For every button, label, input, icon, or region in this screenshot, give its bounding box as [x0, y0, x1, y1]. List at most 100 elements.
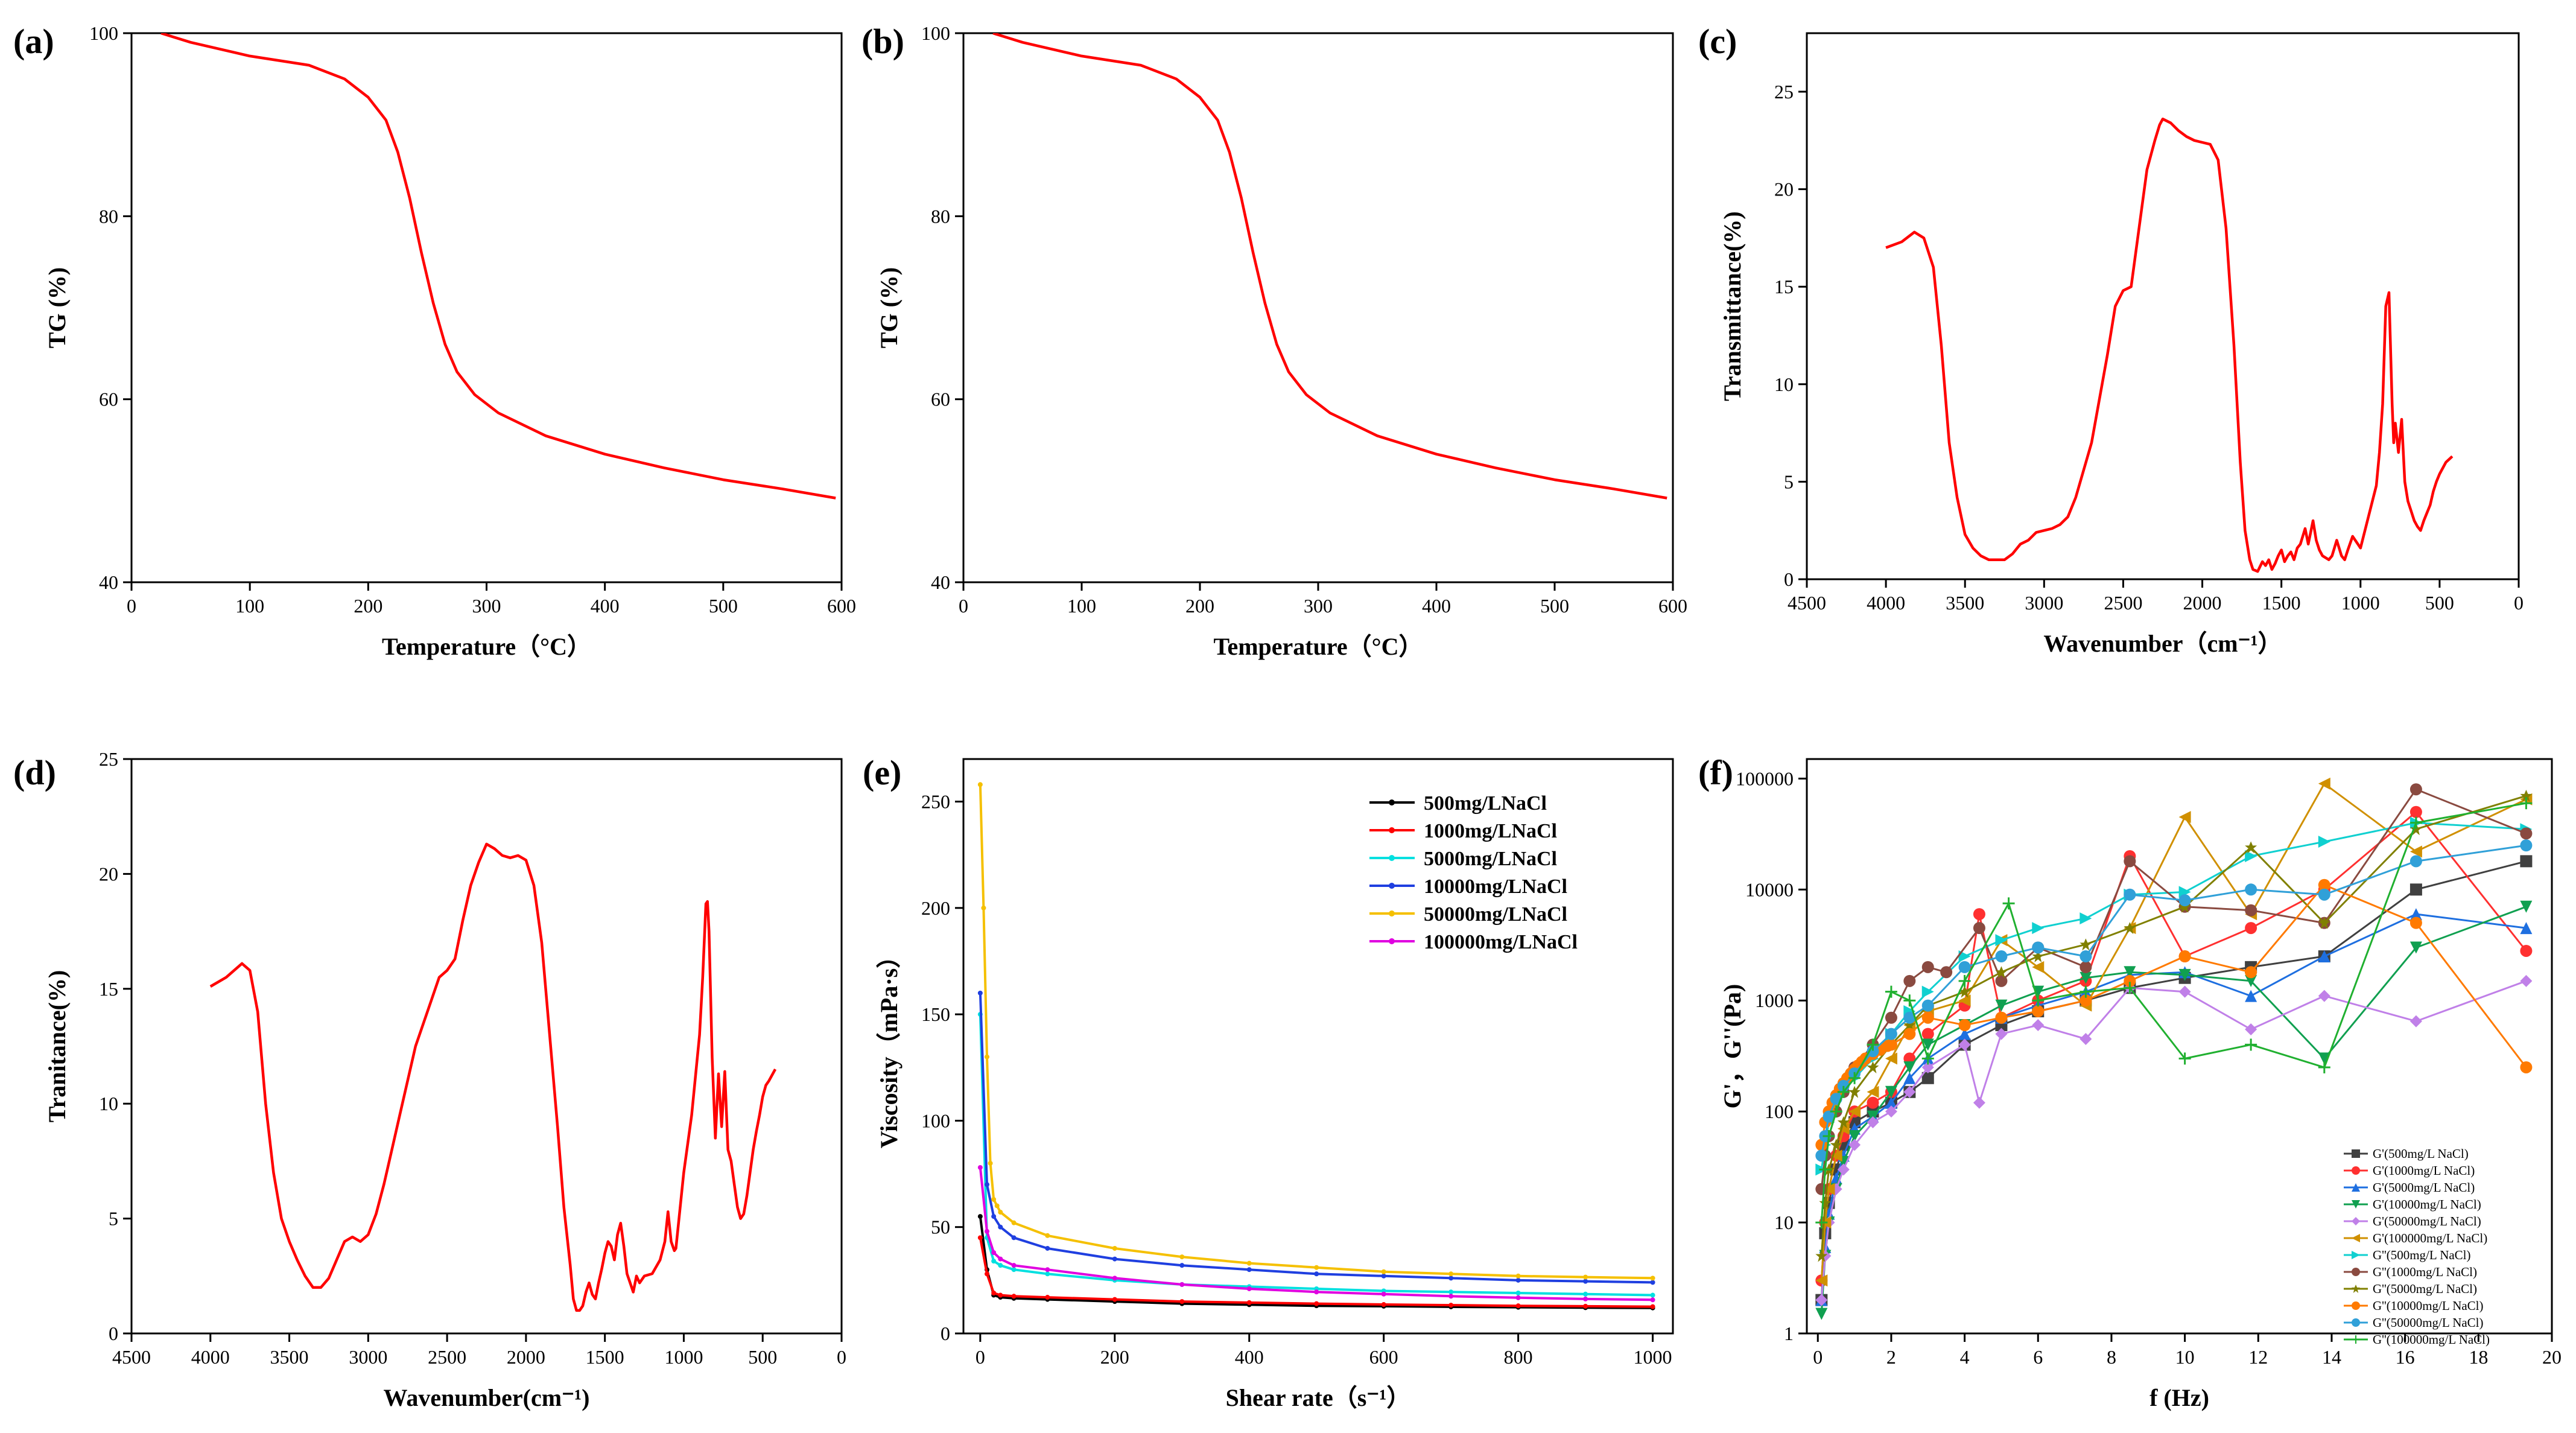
y-tick-label: 60 [99, 389, 118, 410]
data-point [985, 1271, 990, 1277]
data-point [2352, 1285, 2360, 1293]
legend-label: G''(5000mg/L NaCl) [2373, 1282, 2477, 1296]
x-tick-label: 1000 [664, 1346, 703, 1368]
legend-label: 100000mg/LNaCl [1424, 931, 1578, 953]
data-point [1848, 1085, 1861, 1098]
data-point [977, 990, 983, 996]
legend-label: G'(50000mg/L NaCl) [2373, 1214, 2481, 1228]
data-point [1583, 1291, 1588, 1297]
data-point [1995, 1011, 2008, 1024]
data-point [1867, 1096, 1879, 1109]
data-point [1973, 1096, 1985, 1109]
data-point [2409, 805, 2422, 818]
data-point [1995, 974, 2008, 987]
data-point [1885, 1096, 1897, 1109]
y-tick-label: 10 [99, 1093, 118, 1114]
data-point [1011, 1294, 1017, 1299]
legend-label: G''(1000mg/L NaCl) [2373, 1265, 2477, 1279]
data-point [2080, 961, 2092, 973]
data-point [1885, 985, 1897, 998]
plot-area [1885, 117, 2454, 573]
data-point [2178, 985, 2191, 998]
y-tick-label: 80 [99, 205, 118, 227]
data-point [1830, 1149, 1842, 1162]
data-point [1448, 1303, 1454, 1308]
x-axis-label: Temperature（°C） [1213, 633, 1423, 660]
data-point [1837, 1085, 1850, 1098]
panel-f: 0 2 4 6 8 10 12 14 16 18 20 1 10 100 1000 10000 100000 f … [1698, 753, 2562, 1411]
x-tick-label: 12 [2248, 1346, 2268, 1368]
data-point [2124, 855, 2136, 868]
data-point [1921, 1038, 1934, 1051]
data-point [1837, 1163, 1850, 1176]
data-point [1958, 950, 1971, 963]
y-tick-label: 100 [1765, 1101, 1794, 1122]
data-point [1995, 1028, 2008, 1040]
data-point [2520, 789, 2533, 802]
data-point [977, 1235, 983, 1241]
data-point [1179, 1299, 1185, 1304]
plot-frame [130, 758, 843, 1335]
x-tick-label: 100 [235, 595, 264, 617]
x-tick-label: 0 [1813, 1346, 1823, 1368]
x-tick-label: 10 [2175, 1346, 2195, 1368]
data-point [2318, 777, 2330, 790]
data-point [1583, 1296, 1588, 1301]
legend-label: 50000mg/LNaCl [1424, 903, 1567, 926]
x-tick-label: 400 [591, 595, 620, 617]
x-tick-label: 2 [1886, 1346, 1896, 1368]
data-point [2032, 1019, 2045, 1032]
data-point [1314, 1265, 1319, 1270]
legend-label: 10000mg/LNaCl [1424, 875, 1567, 898]
data-point [2318, 990, 2330, 1002]
panel-label: (a) [13, 22, 54, 61]
data-point [1314, 1289, 1319, 1295]
data-point [2080, 971, 2092, 984]
x-tick-label: 0 [837, 1346, 846, 1368]
data-point [1179, 1254, 1185, 1260]
x-tick-label: 2000 [2183, 592, 2222, 614]
x-tick-label: 300 [472, 595, 501, 617]
data-point [1583, 1274, 1588, 1280]
y-tick-label: 25 [1774, 81, 1794, 103]
data-point [1011, 1263, 1017, 1268]
data-point [2245, 966, 2257, 979]
legend-label: G''(50000mg/L NaCl) [2373, 1315, 2484, 1330]
data-point [1903, 1085, 1916, 1098]
data-point [1837, 1122, 1850, 1135]
data-point [2520, 855, 2533, 868]
data-point [2352, 1251, 2360, 1259]
plot-frame [1806, 758, 2553, 1335]
data-point [1903, 994, 1916, 1007]
x-tick-label: 200 [1100, 1346, 1129, 1368]
data-point [2245, 1038, 2257, 1051]
x-tick-label: 16 [2396, 1346, 2415, 1368]
plot-area [160, 33, 836, 500]
y-tick-label: 40 [99, 571, 118, 593]
data-point [1314, 1271, 1319, 1277]
data-point [1515, 1291, 1521, 1296]
x-tick-label: 500 [1540, 595, 1569, 617]
data-point [2032, 961, 2045, 973]
x-tick-label: 1000 [2341, 592, 2380, 614]
data-point [2245, 990, 2257, 1002]
data-point [1448, 1289, 1454, 1295]
data-point [2351, 1335, 2360, 1344]
x-tick-label: 3500 [1946, 592, 1984, 614]
legend-label: G''(10000mg/L NaCl) [2373, 1298, 2484, 1313]
data-point [2245, 974, 2257, 987]
x-tick-label: 0 [976, 1346, 985, 1368]
legend-label: G'(500mg/L NaCl) [2373, 1146, 2469, 1161]
data-point [1515, 1277, 1521, 1283]
data-point [998, 1256, 1003, 1262]
x-tick-label: 2500 [428, 1346, 466, 1368]
data-point [991, 1196, 997, 1202]
data-point [1903, 974, 1916, 987]
data-point [1958, 985, 1971, 998]
data-point [1515, 1295, 1521, 1300]
data-point [1112, 1245, 1117, 1251]
x-tick-label: 4500 [1788, 592, 1826, 614]
data-point [2178, 900, 2191, 913]
data-point [1246, 1267, 1252, 1273]
